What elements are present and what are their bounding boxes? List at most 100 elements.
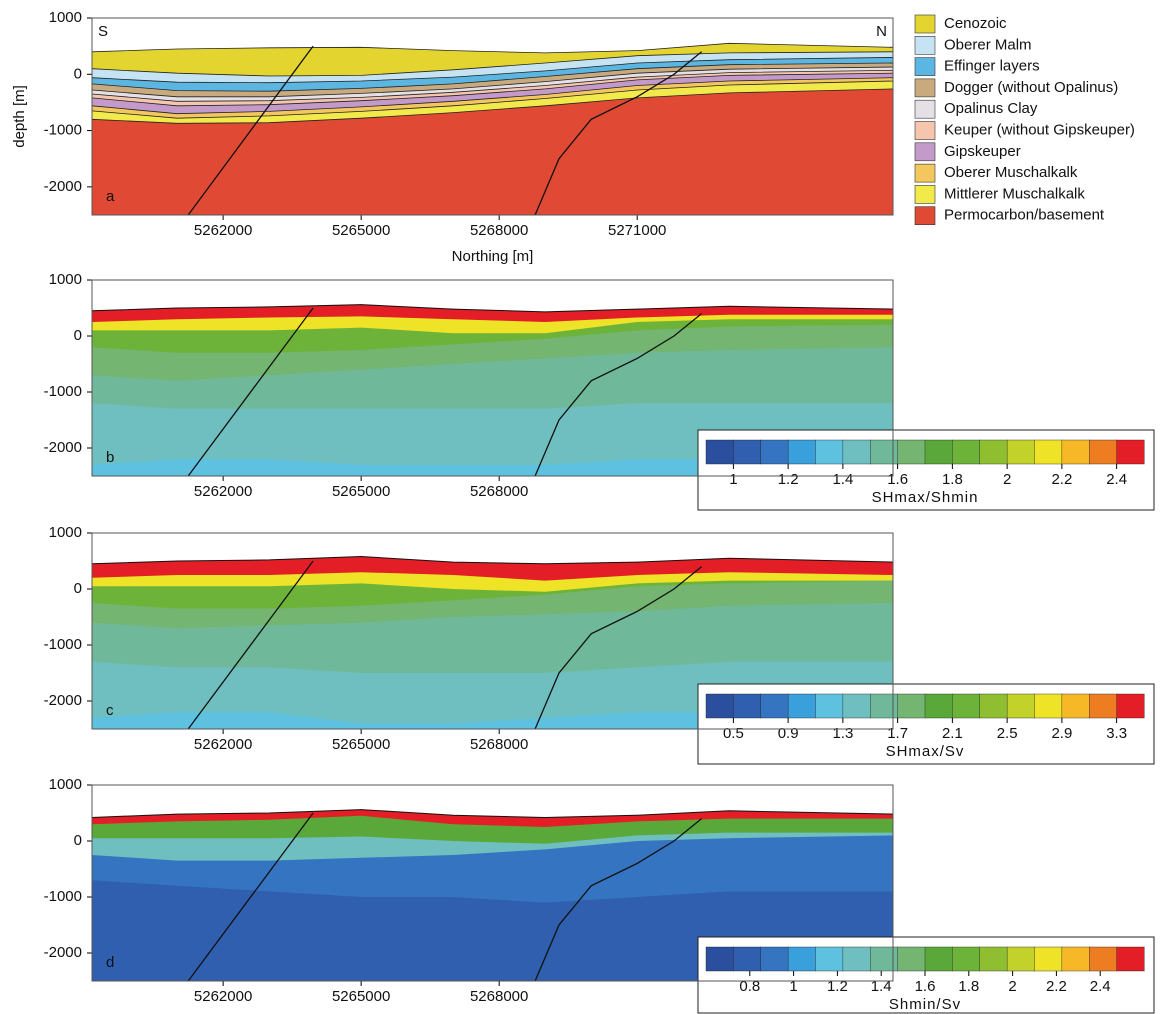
colorbar-swatch	[1034, 946, 1063, 972]
y-tick-label: -2000	[44, 178, 82, 195]
colorbar-swatch	[924, 439, 953, 465]
y-tick-label: -2000	[44, 944, 82, 961]
panel-label: b	[106, 449, 114, 466]
fault	[534, 818, 703, 982]
colorbar-swatch	[897, 439, 926, 465]
x-tick-label: 5262000	[194, 988, 252, 1005]
colorbar-swatch	[1116, 439, 1145, 465]
colorbar-tick-label: 2.2	[1046, 978, 1067, 995]
legend-swatch	[914, 35, 936, 55]
colorbar-tick-label: 2.5	[997, 725, 1018, 742]
colorbar-swatch	[760, 439, 789, 465]
colorbar-swatch	[924, 946, 953, 972]
y-tick-label: -1000	[44, 888, 82, 905]
x-tick-label: 5265000	[332, 483, 390, 500]
panel-label: a	[106, 188, 115, 205]
plot-frame	[91, 532, 894, 730]
colorbar-swatch	[952, 439, 981, 465]
colorbar-swatch	[952, 693, 981, 719]
fault	[534, 566, 703, 730]
colorbar-swatch	[760, 693, 789, 719]
legend-swatch	[914, 121, 936, 140]
colorbar-swatch	[979, 439, 1008, 465]
colorbar-swatch	[1034, 439, 1063, 465]
colorbar-tick-label: 1.8	[942, 471, 963, 488]
y-tick-label: 0	[74, 580, 82, 597]
colorbar-swatch	[1034, 693, 1063, 719]
colorbar-swatch	[1061, 693, 1090, 719]
colorbar-swatch	[870, 439, 899, 465]
y-axis-label: depth [m]	[11, 85, 28, 148]
colorbar-swatch	[842, 693, 871, 719]
x-tick-label: 5262000	[194, 483, 252, 500]
legend-label: Oberer Muschalkalk	[944, 164, 1078, 181]
colorbar-swatch	[815, 439, 844, 465]
colorbar-tick-label: 0.5	[723, 725, 744, 742]
colorbar-tick-label: 1.6	[915, 978, 936, 995]
colorbar-tick-label: 1.4	[871, 978, 892, 995]
colorbar-tick-label: 1.8	[958, 978, 979, 995]
y-tick-label: -1000	[44, 122, 82, 139]
field-band	[92, 459, 893, 476]
colorbar-swatch	[1006, 693, 1035, 719]
colorbar-swatch	[705, 439, 734, 465]
legend-label: Permocarbon/basement	[944, 207, 1105, 224]
colorbar-tick-label: 2.1	[942, 725, 963, 742]
colorbar-swatch	[1006, 439, 1035, 465]
field-band	[92, 712, 893, 729]
colorbar-swatch	[842, 946, 871, 972]
colorbar-tick-label: 3.3	[1106, 725, 1127, 742]
y-tick-label: 1000	[49, 776, 82, 793]
fault	[187, 307, 314, 477]
colorbar-swatch	[705, 946, 734, 972]
colorbar-swatch	[1116, 946, 1145, 972]
colorbar-tick-label: 2.9	[1051, 725, 1072, 742]
colorbar-swatch	[815, 693, 844, 719]
colorbar-swatch	[842, 439, 871, 465]
x-tick-label: 5262000	[194, 222, 252, 239]
legend-swatch	[914, 99, 936, 119]
fault	[534, 313, 703, 477]
colorbar-swatch	[760, 946, 789, 972]
colorbar-swatch	[897, 693, 926, 719]
colorbar-tick-label: 0.8	[739, 978, 760, 995]
colorbar-swatch	[1089, 693, 1118, 719]
field-band	[92, 880, 893, 981]
x-tick-label: 5265000	[332, 222, 390, 239]
colorbar-swatch	[1061, 946, 1090, 972]
y-tick-label: 1000	[49, 271, 82, 288]
x-tick-label: 5268000	[470, 483, 528, 500]
legend-swatch	[914, 78, 936, 98]
plot-frame	[91, 784, 894, 982]
colorbar-tick-label: 2	[1008, 978, 1016, 995]
colorbar-swatch	[1006, 946, 1035, 972]
legend-swatch	[914, 57, 936, 76]
legend-label: Oberer Malm	[944, 36, 1032, 53]
colorbar-swatch	[924, 693, 953, 719]
colorbar-label: SHmax/Sv	[886, 743, 965, 760]
fault	[187, 560, 314, 730]
plot-frame	[91, 279, 894, 477]
x-tick-label: 5265000	[332, 736, 390, 753]
colorbar-swatch	[1089, 439, 1118, 465]
legend-swatch	[914, 14, 936, 34]
colorbar-tick-label: 1.7	[887, 725, 908, 742]
legend-label: Opalinus Clay	[944, 100, 1038, 117]
colorbar-swatch	[705, 693, 734, 719]
colorbar-tick-label: 2	[1003, 471, 1011, 488]
colorbar-tick-label: 1.2	[778, 471, 799, 488]
colorbar-swatch	[979, 946, 1008, 972]
y-tick-label: 0	[74, 832, 82, 849]
colorbar-swatch	[1089, 946, 1118, 972]
y-tick-label: 1000	[49, 524, 82, 541]
field-area	[91, 809, 894, 982]
panel-label: c	[106, 702, 114, 719]
colorbar-swatch	[733, 693, 762, 719]
legend-label: Effinger layers	[944, 58, 1040, 75]
legend-label: Cenozoic	[944, 15, 1007, 32]
x-tick-label: 5268000	[470, 736, 528, 753]
colorbar-tick-label: 2.4	[1090, 978, 1111, 995]
x-tick-label: 5271000	[608, 222, 666, 239]
y-tick-label: -1000	[44, 636, 82, 653]
